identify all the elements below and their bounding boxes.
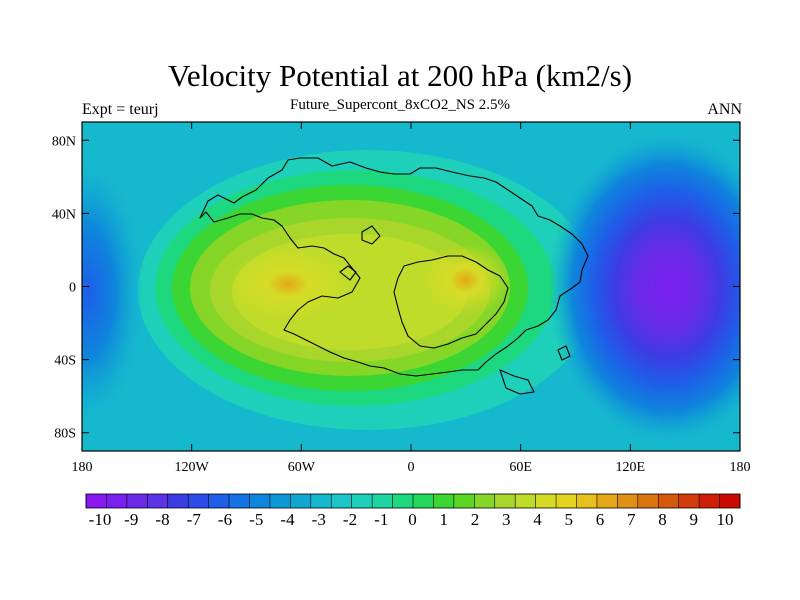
- colorbar-swatch: [331, 494, 352, 508]
- colorbar-swatch: [392, 494, 414, 508]
- colorbar-swatch: [699, 494, 720, 508]
- y-tick-label: 40N: [52, 207, 76, 222]
- colorbar-swatch: [556, 494, 577, 508]
- y-tick-label: 80S: [54, 427, 76, 442]
- colorbar-label: 7: [627, 510, 636, 529]
- experiment-label: Expt = teurj: [82, 101, 159, 118]
- colorbar-label: -6: [218, 510, 232, 529]
- colorbar-swatch: [86, 494, 107, 508]
- coastline-east-lobe: [393, 255, 509, 349]
- colorbar-swatch: [229, 494, 250, 508]
- colorbar-label: 5: [565, 510, 574, 529]
- colorbar-swatch: [208, 494, 230, 508]
- x-axis: 180 120W 60W 0 60E 120E 180: [72, 122, 751, 475]
- colorbar-label: -3: [312, 510, 326, 529]
- colorbar-swatch: [310, 494, 332, 508]
- low-west: [82, 162, 143, 422]
- x-tick-label: 120E: [616, 460, 646, 475]
- colorbar-label: -1: [374, 510, 388, 529]
- colorbar-swatch: [719, 494, 741, 508]
- colorbar-swatch: [515, 494, 536, 508]
- x-tick-label: 180: [72, 460, 93, 475]
- coastline-main: [199, 157, 589, 377]
- y-tick-label: 0: [69, 281, 76, 296]
- x-tick-label: 0: [408, 460, 415, 475]
- colorbar-swatch: [453, 494, 475, 508]
- colorbar-label: 9: [690, 510, 699, 529]
- x-tick-label: 120W: [175, 460, 210, 475]
- colorbar-swatch: [106, 494, 128, 508]
- colorbar-label: -4: [280, 510, 295, 529]
- colorbar-label: 8: [658, 510, 667, 529]
- colorbar-swatch: [372, 494, 393, 508]
- island-1: [339, 265, 357, 281]
- low-east: [548, 133, 740, 443]
- x-tick-label: 60E: [509, 460, 532, 475]
- colorbar-swatch: [351, 494, 373, 508]
- colorbar-swatch: [678, 494, 700, 508]
- coastline: [199, 157, 589, 395]
- x-tick-label: 60W: [288, 460, 316, 475]
- colorbar-frame: [85, 493, 741, 509]
- island-3: [557, 345, 571, 361]
- colorbar-swatch: [474, 494, 496, 508]
- coastline-south-tail: [499, 369, 535, 395]
- colorbar-label: 4: [533, 510, 542, 529]
- colorbar-swatch: [269, 494, 291, 508]
- colorbar-label: -5: [249, 510, 263, 529]
- high-west: [228, 248, 348, 320]
- high-east: [421, 244, 509, 316]
- y-tick-label: 80N: [52, 134, 76, 149]
- colorbar-swatch: [188, 494, 209, 508]
- map-title: Velocity Potential at 200 hPa (km2/s): [167, 58, 633, 93]
- colorbar-label: 0: [408, 510, 417, 529]
- map-subtitle: Future_Supercont_8xCO2_NS 2.5%: [290, 97, 510, 113]
- colorbar-label: 3: [502, 510, 511, 529]
- colorbar-swatch: [658, 494, 679, 508]
- colorbar-label: -2: [343, 510, 357, 529]
- colorbar-swatch: [637, 494, 659, 508]
- colorbar-label: -8: [155, 510, 169, 529]
- colorbar-label: 1: [440, 510, 449, 529]
- colorbar-label: -7: [187, 510, 202, 529]
- colorbar-swatch: [596, 494, 618, 508]
- colorbar-swatch: [126, 494, 148, 508]
- colorbar-label: -9: [124, 510, 138, 529]
- colorbar-swatch: [290, 494, 312, 508]
- map-field: [82, 122, 740, 451]
- y-axis: 80N 40N 0 40S 80S: [52, 134, 740, 442]
- y-tick-label: 40S: [54, 354, 76, 369]
- colorbar-swatch: [167, 494, 189, 508]
- colorbar-label: 10: [717, 510, 734, 529]
- island-2: [361, 225, 381, 245]
- colorbar-swatch: [147, 494, 169, 508]
- colorbar-swatch: [494, 494, 516, 508]
- colorbar-swatch: [617, 494, 639, 508]
- colorbar: -10 -9 -8 -7 -6 -5 -4 -3 -2 -1 0 1 2 3 4 5 6 7 8 9 10: [85, 493, 741, 529]
- colorbar-label: 6: [596, 510, 605, 529]
- season-label: ANN: [707, 101, 742, 118]
- colorbar-label: -10: [89, 510, 112, 529]
- colorbar-swatch: [433, 494, 455, 508]
- colorbar-swatch: [576, 494, 598, 508]
- colorbar-swatch: [413, 494, 434, 508]
- x-tick-label: 180: [730, 460, 751, 475]
- colorbar-swatch: [535, 494, 557, 508]
- colorbar-label: 2: [471, 510, 480, 529]
- colorbar-swatch: [249, 494, 271, 508]
